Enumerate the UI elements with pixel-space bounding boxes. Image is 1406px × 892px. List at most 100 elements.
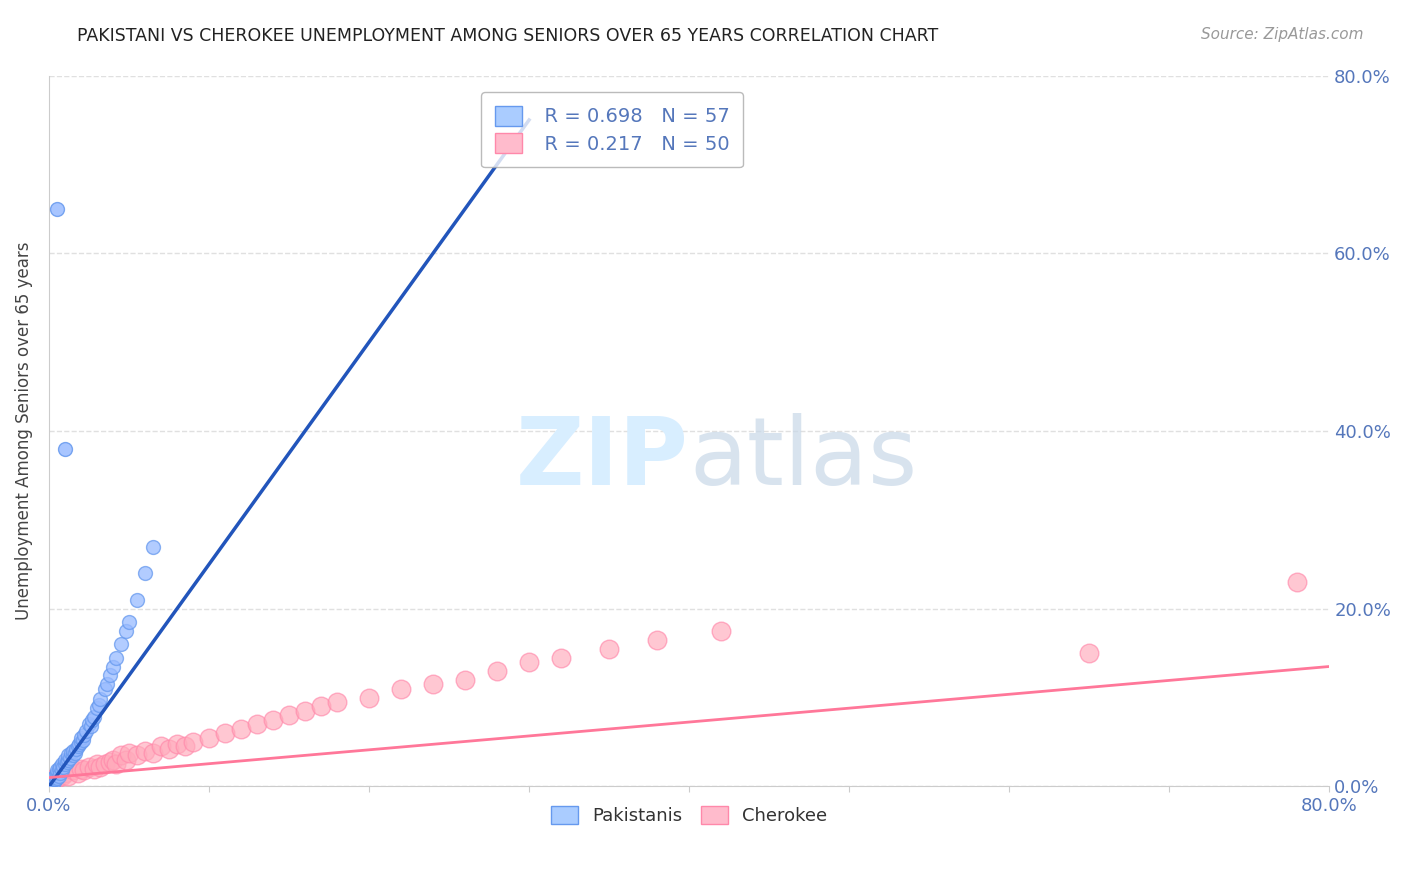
Point	[46, 766, 69, 780]
Point	[48, 762, 70, 776]
Point	[357, 690, 380, 705]
Text: atlas: atlas	[689, 413, 917, 506]
Point	[42, 772, 65, 787]
Point	[65, 742, 87, 756]
Point	[125, 748, 148, 763]
Point	[75, 724, 97, 739]
Point	[73, 728, 96, 742]
Point	[118, 746, 141, 760]
Point	[83, 762, 105, 776]
Point	[77, 717, 100, 731]
Point	[98, 668, 121, 682]
Text: PAKISTANI VS CHEROKEE UNEMPLOYMENT AMONG SENIORS OVER 65 YEARS CORRELATION CHART: PAKISTANI VS CHEROKEE UNEMPLOYMENT AMONG…	[77, 27, 939, 45]
Point	[645, 632, 668, 647]
Point	[96, 677, 118, 691]
Point	[142, 540, 165, 554]
Text: Source: ZipAtlas.com: Source: ZipAtlas.com	[1201, 27, 1364, 42]
Point	[114, 753, 136, 767]
Point	[62, 764, 84, 778]
Point	[110, 748, 132, 763]
Point	[49, 766, 72, 780]
Point	[41, 772, 63, 787]
Point	[486, 664, 509, 678]
Point	[59, 751, 82, 765]
Point	[46, 202, 69, 216]
Point	[51, 769, 73, 783]
Point	[41, 772, 63, 787]
Point	[44, 772, 66, 787]
Point	[125, 592, 148, 607]
Point	[150, 739, 173, 754]
Point	[46, 771, 69, 785]
Point	[94, 757, 117, 772]
Y-axis label: Unemployment Among Seniors over 65 years: Unemployment Among Seniors over 65 years	[15, 242, 32, 620]
Point	[41, 777, 63, 791]
Point	[105, 650, 128, 665]
Point	[86, 757, 108, 772]
Point	[94, 681, 117, 696]
Point	[46, 764, 69, 778]
Point	[62, 744, 84, 758]
Point	[598, 641, 620, 656]
Text: ZIP: ZIP	[516, 413, 689, 506]
Point	[198, 731, 221, 745]
Point	[229, 722, 252, 736]
Point	[55, 755, 77, 769]
Point	[110, 637, 132, 651]
Point	[454, 673, 477, 687]
Point	[53, 766, 76, 780]
Point	[114, 624, 136, 638]
Point	[70, 731, 93, 745]
Point	[1078, 646, 1101, 660]
Point	[142, 746, 165, 760]
Point	[39, 775, 62, 789]
Point	[294, 704, 316, 718]
Point	[174, 739, 197, 754]
Point	[86, 701, 108, 715]
Point	[56, 753, 79, 767]
Point	[77, 760, 100, 774]
Point	[105, 757, 128, 772]
Point	[67, 737, 90, 751]
Point	[89, 760, 111, 774]
Point	[72, 733, 94, 747]
Point	[46, 771, 69, 785]
Point	[262, 713, 284, 727]
Point	[66, 739, 89, 754]
Point	[157, 742, 180, 756]
Point	[70, 762, 93, 776]
Point	[87, 698, 110, 712]
Point	[79, 719, 101, 733]
Point	[550, 650, 572, 665]
Point	[49, 760, 72, 774]
Point	[63, 746, 86, 760]
Point	[181, 735, 204, 749]
Point	[51, 764, 73, 778]
Point	[60, 746, 83, 760]
Point	[309, 699, 332, 714]
Point	[101, 753, 124, 767]
Point	[52, 760, 75, 774]
Point	[278, 708, 301, 723]
Point	[118, 615, 141, 629]
Point	[517, 655, 540, 669]
Legend: Pakistanis, Cherokee: Pakistanis, Cherokee	[541, 797, 837, 834]
Point	[51, 757, 73, 772]
Point	[710, 624, 733, 638]
Point	[98, 755, 121, 769]
Point	[422, 677, 444, 691]
Point	[389, 681, 412, 696]
Point	[48, 769, 70, 783]
Point	[166, 737, 188, 751]
Point	[66, 766, 89, 780]
Point	[62, 748, 84, 763]
Point	[326, 695, 349, 709]
Point	[1286, 575, 1309, 590]
Point	[56, 769, 79, 783]
Point	[246, 717, 269, 731]
Point	[42, 775, 65, 789]
Point	[53, 753, 76, 767]
Point	[38, 775, 60, 789]
Point	[83, 710, 105, 724]
Point	[134, 744, 156, 758]
